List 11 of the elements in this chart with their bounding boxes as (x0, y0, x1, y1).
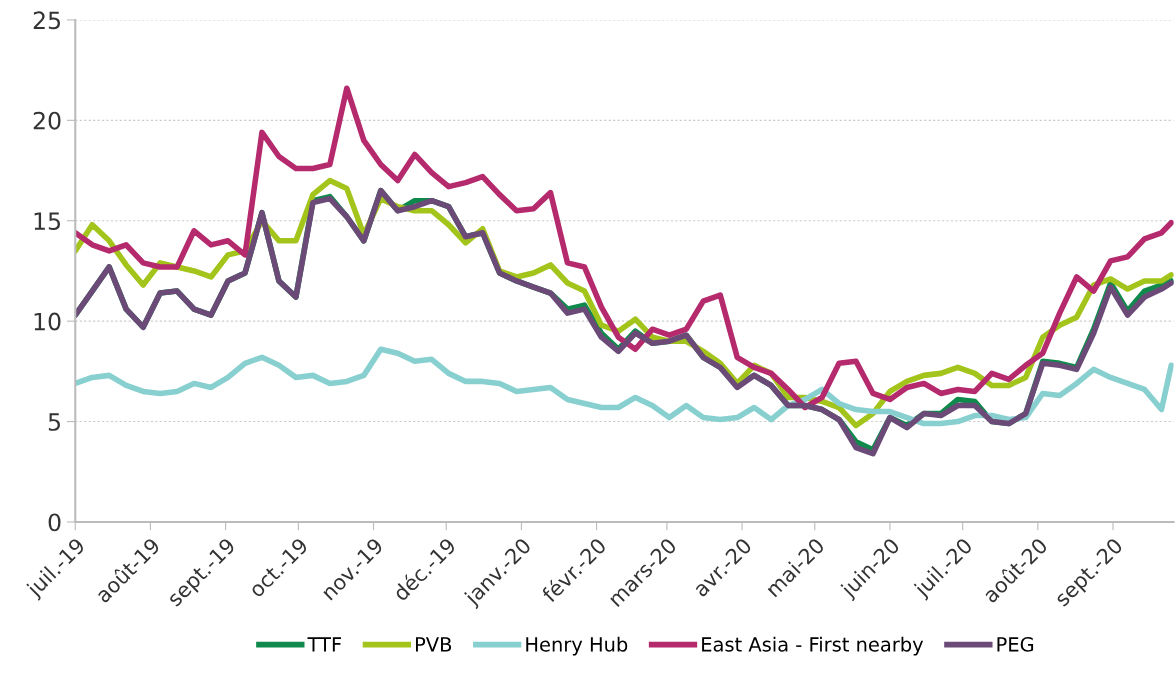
legend-label: TTF (307, 637, 342, 652)
y-tick-label: 10 (34, 312, 61, 331)
y-tick-label: 5 (48, 413, 61, 431)
y-tick-label: 25 (33, 11, 61, 30)
legend-label: PVB (416, 637, 452, 652)
y-tick-label: 20 (33, 111, 61, 130)
legend-label: Henry Hub (526, 636, 628, 656)
y-tick-label: 15 (34, 212, 61, 231)
legend-label: PEG (997, 637, 1034, 652)
legend-label: East Asia - First nearby (702, 636, 924, 656)
y-tick-label: 0 (48, 513, 61, 532)
